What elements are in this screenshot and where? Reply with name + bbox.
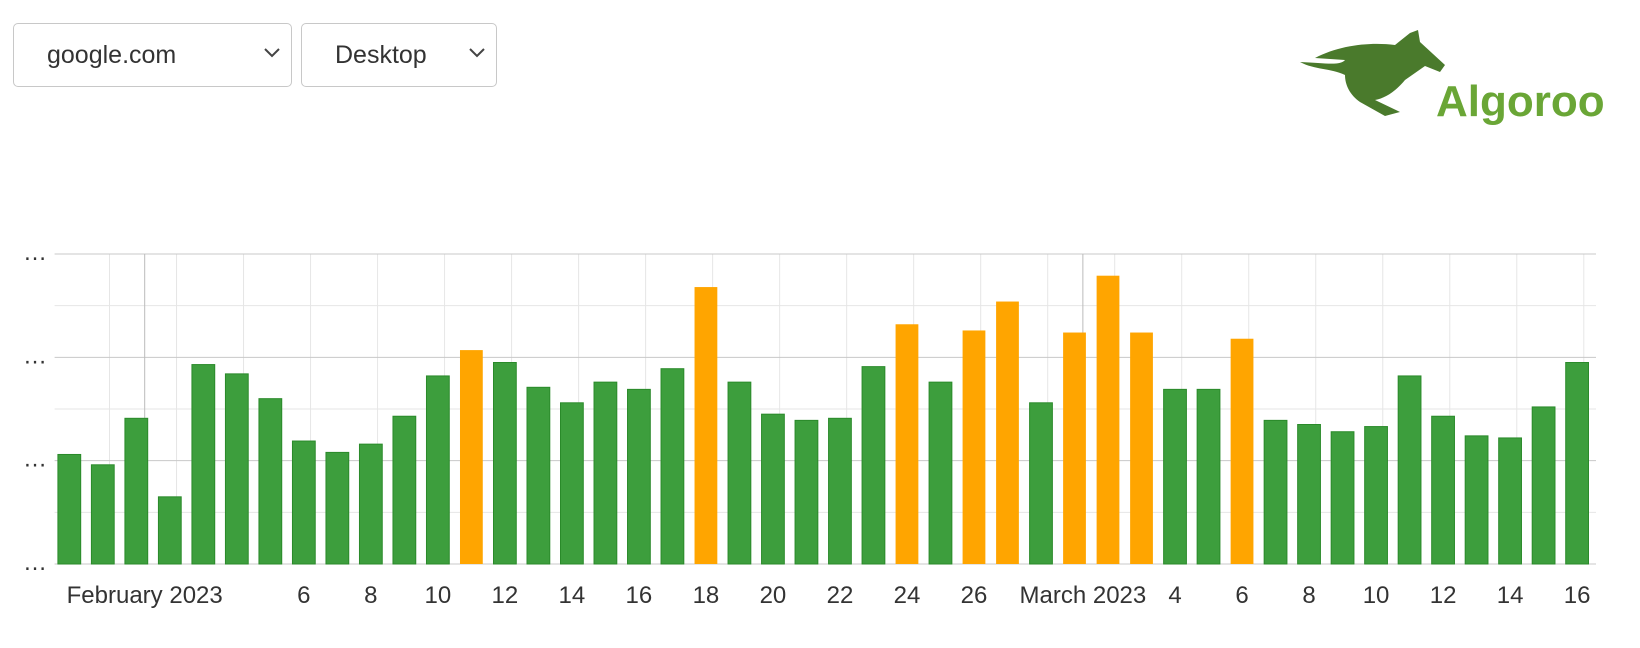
site-value: google.com [47,41,177,69]
bar [962,330,986,564]
y-tick-label: … [23,239,47,266]
bar [1498,437,1522,565]
bar [1063,332,1086,564]
bar [191,364,216,565]
bar [996,301,1019,564]
bar [660,368,685,565]
y-tick-label: … [23,342,47,369]
bar [761,413,785,565]
x-tick-label: 22 [827,582,854,609]
bar [291,440,316,565]
bar [1096,275,1120,564]
bar [1397,375,1422,565]
bar [526,386,551,565]
bar [861,366,886,565]
bar [727,381,752,565]
logo-text: Algoroo [1436,77,1605,126]
bar [1330,431,1355,565]
bar [560,402,584,565]
bar [358,443,383,565]
chevron [264,48,280,58]
chevron [469,48,485,58]
bar [627,388,651,565]
x-tick-label: 26 [961,582,988,609]
bar [258,398,283,565]
bar [492,362,517,565]
bar [895,324,919,564]
device-value: Desktop [335,41,427,69]
x-tick-label: February 2023 [67,582,223,609]
logo: Algoroo [1300,30,1605,126]
x-tick-label: March 2023 [1020,582,1147,609]
bar [1464,435,1489,565]
bar [1431,415,1455,565]
x-tick-label: 16 [1564,582,1591,609]
y-tick-label: … [23,549,47,576]
x-tick-label: 8 [1302,582,1315,609]
bar [224,373,249,565]
bar [1531,406,1556,565]
bar [1263,419,1288,565]
bar [57,453,82,565]
x-tick-label: 18 [693,582,720,609]
x-tick-label: 6 [1235,582,1248,609]
x-tick-label: 12 [492,582,519,609]
x-tick-label: 14 [1497,582,1524,609]
bar [157,496,182,565]
x-tick-label: 24 [894,582,921,609]
x-tick-label: 10 [1363,582,1390,609]
x-tick-label: 14 [559,582,586,609]
bar [928,381,953,565]
x-tick-label: 6 [297,582,310,609]
device-select[interactable]: Desktop [301,23,497,87]
bar [1364,426,1388,565]
site-select[interactable]: google.com [13,23,292,87]
bar [593,381,618,565]
x-tick-label: 4 [1168,582,1181,609]
x-tick-label: 20 [760,582,787,609]
bar [1565,362,1589,565]
bar [325,451,350,565]
x-tick-label: 10 [425,582,452,609]
bar [794,419,819,565]
bar [124,417,149,565]
bar [694,287,718,564]
bar [1130,332,1153,564]
x-tick-label: 8 [364,582,377,609]
x-tick-label: 12 [1430,582,1457,609]
bar [392,415,417,565]
bar [1297,424,1321,565]
bar [459,350,483,564]
y-tick-label: … [23,446,47,473]
bar [828,417,852,565]
bar [1230,338,1254,564]
bar [1196,388,1221,565]
x-tick-label: 16 [626,582,653,609]
bar [1029,402,1053,565]
bar [425,375,450,565]
bar [90,464,115,565]
bar [1163,388,1187,565]
